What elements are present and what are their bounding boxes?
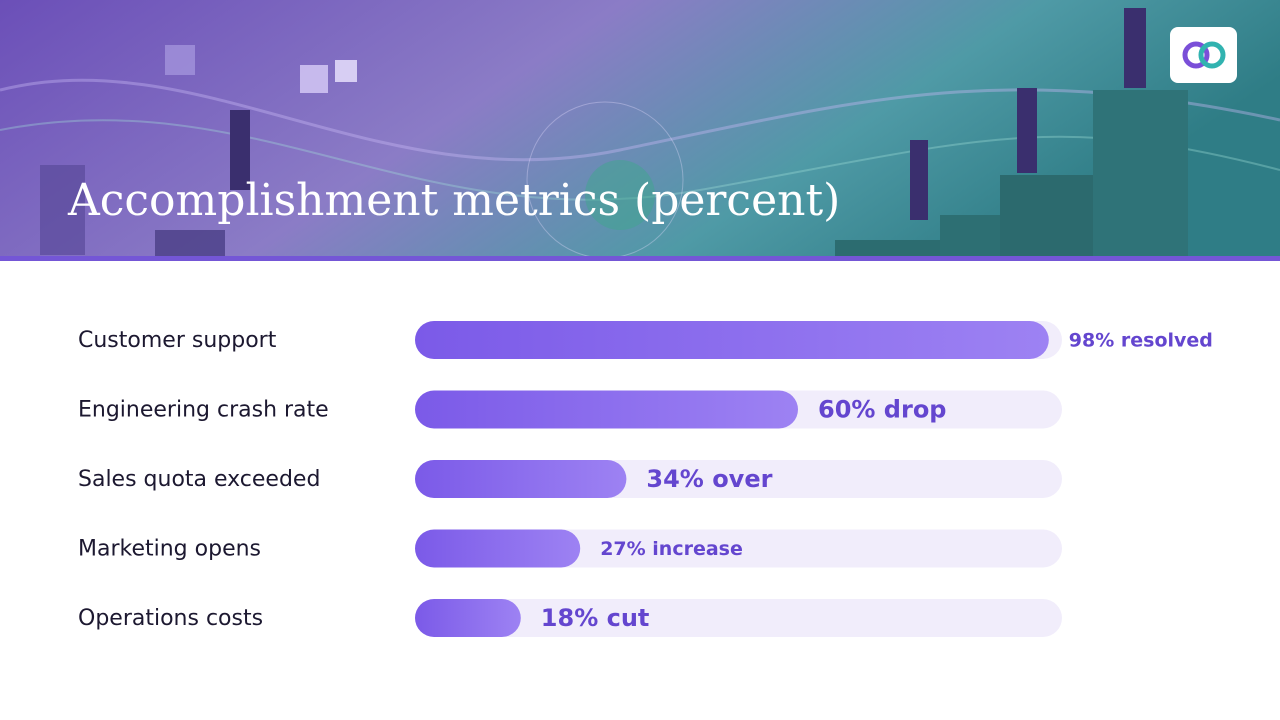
bar (415, 460, 627, 498)
bar (415, 321, 1049, 359)
bar (415, 390, 798, 429)
value-label: 27% increase (600, 538, 743, 560)
value-label: 18% cut (541, 604, 650, 632)
category-label: Operations costs (78, 606, 263, 631)
category-label: Engineering crash rate (78, 398, 329, 423)
bar-track (415, 599, 1062, 637)
bar (415, 599, 521, 637)
category-label: Customer support (78, 328, 277, 353)
value-label: 98% resolved (1069, 330, 1213, 352)
chart-title: Accomplishment metrics (percent) (67, 175, 840, 226)
value-label: 34% over (646, 465, 772, 493)
category-label: Marketing opens (78, 537, 261, 562)
header-banner (0, 0, 1280, 261)
bar (415, 529, 581, 568)
value-label: 60% drop (818, 396, 946, 424)
category-label: Sales quota exceeded (78, 467, 320, 492)
